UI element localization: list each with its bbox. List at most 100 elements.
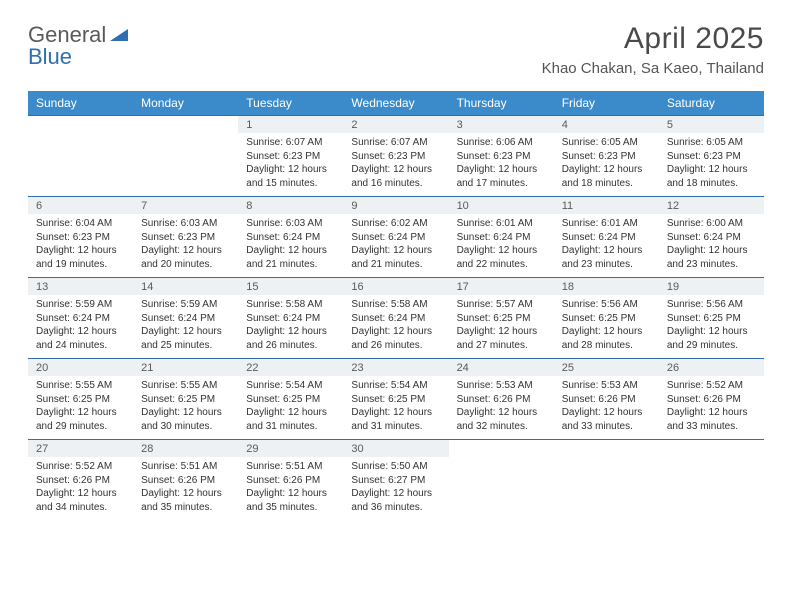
day-number-cell: 25 bbox=[554, 359, 659, 377]
daylight-text-2: and 24 minutes. bbox=[36, 339, 125, 353]
day-body-row: Sunrise: 6:07 AMSunset: 6:23 PMDaylight:… bbox=[28, 133, 764, 197]
day-body-cell: Sunrise: 5:54 AMSunset: 6:25 PMDaylight:… bbox=[238, 376, 343, 440]
daylight-text-1: Daylight: 12 hours bbox=[351, 325, 440, 339]
daynum-row: 27282930 bbox=[28, 440, 764, 458]
day-body-cell: Sunrise: 6:04 AMSunset: 6:23 PMDaylight:… bbox=[28, 214, 133, 278]
day-body-cell: Sunrise: 6:06 AMSunset: 6:23 PMDaylight:… bbox=[449, 133, 554, 197]
sunset-text: Sunset: 6:23 PM bbox=[562, 150, 651, 164]
day-body-cell: Sunrise: 6:05 AMSunset: 6:23 PMDaylight:… bbox=[659, 133, 764, 197]
day-number-cell: 16 bbox=[343, 278, 448, 296]
day-body-cell bbox=[133, 133, 238, 197]
sunset-text: Sunset: 6:26 PM bbox=[141, 474, 230, 488]
day-body-cell: Sunrise: 6:03 AMSunset: 6:23 PMDaylight:… bbox=[133, 214, 238, 278]
sunset-text: Sunset: 6:24 PM bbox=[246, 231, 335, 245]
daynum-row: 6789101112 bbox=[28, 197, 764, 215]
day-body-cell: Sunrise: 6:07 AMSunset: 6:23 PMDaylight:… bbox=[343, 133, 448, 197]
day-body-cell: Sunrise: 5:59 AMSunset: 6:24 PMDaylight:… bbox=[133, 295, 238, 359]
day-body-cell: Sunrise: 5:56 AMSunset: 6:25 PMDaylight:… bbox=[554, 295, 659, 359]
day-body-cell: Sunrise: 6:03 AMSunset: 6:24 PMDaylight:… bbox=[238, 214, 343, 278]
sunrise-text: Sunrise: 5:55 AM bbox=[141, 379, 230, 393]
daylight-text-1: Daylight: 12 hours bbox=[562, 406, 651, 420]
sunset-text: Sunset: 6:26 PM bbox=[36, 474, 125, 488]
day-number-cell bbox=[133, 116, 238, 134]
daylight-text-1: Daylight: 12 hours bbox=[141, 325, 230, 339]
weekday-header: Thursday bbox=[449, 91, 554, 116]
daylight-text-1: Daylight: 12 hours bbox=[457, 406, 546, 420]
sunrise-text: Sunrise: 5:56 AM bbox=[667, 298, 756, 312]
sunrise-text: Sunrise: 5:59 AM bbox=[36, 298, 125, 312]
weekday-header: Friday bbox=[554, 91, 659, 116]
sunset-text: Sunset: 6:26 PM bbox=[246, 474, 335, 488]
day-number-cell: 11 bbox=[554, 197, 659, 215]
daylight-text-1: Daylight: 12 hours bbox=[562, 163, 651, 177]
day-number-cell: 3 bbox=[449, 116, 554, 134]
daylight-text-2: and 30 minutes. bbox=[141, 420, 230, 434]
sunset-text: Sunset: 6:25 PM bbox=[141, 393, 230, 407]
daynum-row: 12345 bbox=[28, 116, 764, 134]
sunset-text: Sunset: 6:24 PM bbox=[141, 312, 230, 326]
sunrise-text: Sunrise: 5:53 AM bbox=[457, 379, 546, 393]
day-number-cell: 29 bbox=[238, 440, 343, 458]
daylight-text-2: and 21 minutes. bbox=[246, 258, 335, 272]
daylight-text-2: and 33 minutes. bbox=[562, 420, 651, 434]
day-body-cell: Sunrise: 5:53 AMSunset: 6:26 PMDaylight:… bbox=[449, 376, 554, 440]
daylight-text-1: Daylight: 12 hours bbox=[667, 244, 756, 258]
header: General April 2025 Khao Chakan, Sa Kaeo,… bbox=[28, 22, 764, 77]
sunset-text: Sunset: 6:23 PM bbox=[36, 231, 125, 245]
sunset-text: Sunset: 6:25 PM bbox=[562, 312, 651, 326]
day-body-cell: Sunrise: 5:57 AMSunset: 6:25 PMDaylight:… bbox=[449, 295, 554, 359]
brand-triangle-icon bbox=[110, 27, 130, 43]
day-number-cell: 1 bbox=[238, 116, 343, 134]
daylight-text-1: Daylight: 12 hours bbox=[246, 163, 335, 177]
day-body-cell: Sunrise: 6:07 AMSunset: 6:23 PMDaylight:… bbox=[238, 133, 343, 197]
day-body-row: Sunrise: 6:04 AMSunset: 6:23 PMDaylight:… bbox=[28, 214, 764, 278]
daylight-text-1: Daylight: 12 hours bbox=[457, 244, 546, 258]
day-body-cell: Sunrise: 6:05 AMSunset: 6:23 PMDaylight:… bbox=[554, 133, 659, 197]
day-number-cell bbox=[659, 440, 764, 458]
day-number-cell: 8 bbox=[238, 197, 343, 215]
sunrise-text: Sunrise: 5:58 AM bbox=[246, 298, 335, 312]
daylight-text-2: and 19 minutes. bbox=[36, 258, 125, 272]
day-number-cell: 21 bbox=[133, 359, 238, 377]
sunset-text: Sunset: 6:25 PM bbox=[457, 312, 546, 326]
sunrise-text: Sunrise: 5:56 AM bbox=[562, 298, 651, 312]
sunrise-text: Sunrise: 6:06 AM bbox=[457, 136, 546, 150]
daynum-row: 20212223242526 bbox=[28, 359, 764, 377]
weekday-header-row: Sunday Monday Tuesday Wednesday Thursday… bbox=[28, 91, 764, 116]
daylight-text-1: Daylight: 12 hours bbox=[562, 244, 651, 258]
daylight-text-2: and 21 minutes. bbox=[351, 258, 440, 272]
day-body-row: Sunrise: 5:55 AMSunset: 6:25 PMDaylight:… bbox=[28, 376, 764, 440]
daylight-text-2: and 20 minutes. bbox=[141, 258, 230, 272]
daylight-text-1: Daylight: 12 hours bbox=[246, 325, 335, 339]
month-title: April 2025 bbox=[542, 22, 764, 56]
daylight-text-1: Daylight: 12 hours bbox=[246, 406, 335, 420]
day-number-cell: 20 bbox=[28, 359, 133, 377]
sunset-text: Sunset: 6:24 PM bbox=[351, 312, 440, 326]
weekday-header: Monday bbox=[133, 91, 238, 116]
day-number-cell: 22 bbox=[238, 359, 343, 377]
day-number-cell: 6 bbox=[28, 197, 133, 215]
day-body-cell: Sunrise: 5:52 AMSunset: 6:26 PMDaylight:… bbox=[659, 376, 764, 440]
sunset-text: Sunset: 6:25 PM bbox=[351, 393, 440, 407]
day-number-cell: 10 bbox=[449, 197, 554, 215]
sunrise-text: Sunrise: 6:01 AM bbox=[562, 217, 651, 231]
day-body-cell: Sunrise: 5:59 AMSunset: 6:24 PMDaylight:… bbox=[28, 295, 133, 359]
daylight-text-1: Daylight: 12 hours bbox=[457, 163, 546, 177]
daylight-text-2: and 31 minutes. bbox=[351, 420, 440, 434]
day-number-cell: 7 bbox=[133, 197, 238, 215]
sunrise-text: Sunrise: 6:00 AM bbox=[667, 217, 756, 231]
sunset-text: Sunset: 6:26 PM bbox=[667, 393, 756, 407]
daylight-text-2: and 18 minutes. bbox=[667, 177, 756, 191]
sunrise-text: Sunrise: 5:52 AM bbox=[36, 460, 125, 474]
daylight-text-2: and 28 minutes. bbox=[562, 339, 651, 353]
day-body-cell: Sunrise: 5:52 AMSunset: 6:26 PMDaylight:… bbox=[28, 457, 133, 520]
sunset-text: Sunset: 6:23 PM bbox=[246, 150, 335, 164]
daylight-text-2: and 35 minutes. bbox=[141, 501, 230, 515]
day-number-cell: 4 bbox=[554, 116, 659, 134]
daylight-text-1: Daylight: 12 hours bbox=[351, 487, 440, 501]
daylight-text-2: and 18 minutes. bbox=[562, 177, 651, 191]
sunrise-text: Sunrise: 6:03 AM bbox=[141, 217, 230, 231]
sunset-text: Sunset: 6:24 PM bbox=[667, 231, 756, 245]
day-body-cell: Sunrise: 5:50 AMSunset: 6:27 PMDaylight:… bbox=[343, 457, 448, 520]
daylight-text-1: Daylight: 12 hours bbox=[36, 244, 125, 258]
